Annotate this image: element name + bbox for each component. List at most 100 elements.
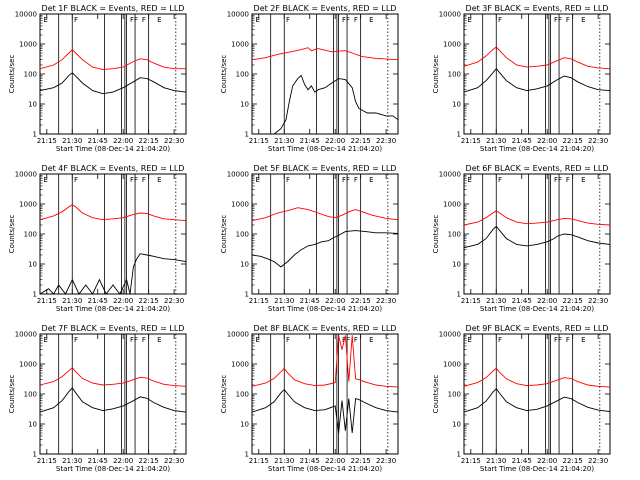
time-marker-label: F xyxy=(74,336,78,344)
y-tick-label: 10000 xyxy=(227,171,249,179)
y-tick-label: 10 xyxy=(452,261,461,269)
panel-title: Det 9F BLACK = Events, RED = LLD xyxy=(466,324,609,333)
x-axis-label: Start Time (08-Dec-14 21:04:20) xyxy=(480,305,594,313)
y-tick-label: 10 xyxy=(452,101,461,109)
panel-title: Det 5F BLACK = Events, RED = LLD xyxy=(254,164,397,173)
time-marker-label: F xyxy=(566,336,570,344)
y-tick-label: 1 xyxy=(457,291,461,299)
y-axis-label: Counts/sec xyxy=(220,215,228,254)
x-tick-label: 22:00 xyxy=(113,137,133,145)
time-marker-label: E xyxy=(369,16,373,24)
x-tick-label: 22:00 xyxy=(113,297,133,305)
x-tick-label: 22:00 xyxy=(325,297,345,305)
x-tick-label: 22:30 xyxy=(164,457,184,465)
time-marker-label: E xyxy=(369,176,373,184)
panel-title: Det 6F BLACK = Events, RED = LLD xyxy=(466,164,609,173)
x-tick-label: 21:15 xyxy=(37,297,57,305)
x-tick-label: 21:15 xyxy=(461,137,481,145)
y-tick-label: 1000 xyxy=(19,41,37,49)
panel-title: Det 8F BLACK = Events, RED = LLD xyxy=(254,324,397,333)
y-tick-label: 10000 xyxy=(15,171,37,179)
panel-title: Det 4F BLACK = Events, RED = LLD xyxy=(42,164,185,173)
panel-title: Det 7F BLACK = Events, RED = LLD xyxy=(42,324,185,333)
plot-frame xyxy=(39,173,187,295)
x-tick-label: 22:30 xyxy=(376,297,396,305)
x-tick-label: 22:30 xyxy=(588,457,608,465)
lld-series-line xyxy=(251,207,399,222)
x-axis-label: Start Time (08-Dec-14 21:04:20) xyxy=(268,305,382,313)
time-marker-label: E xyxy=(255,336,259,344)
y-axis-label: Counts/sec xyxy=(220,375,228,414)
x-axis-label: Start Time (08-Dec-14 21:04:20) xyxy=(480,465,594,473)
x-tick-label: 21:45 xyxy=(512,137,532,145)
x-tick-label: 22:30 xyxy=(588,297,608,305)
plot-frame xyxy=(251,173,399,295)
panel-title: Det 3F BLACK = Events, RED = LLD xyxy=(466,4,609,13)
y-tick-label: 100 xyxy=(24,71,37,79)
x-tick-label: 21:30 xyxy=(274,137,294,145)
y-tick-label: 1 xyxy=(33,451,37,459)
x-tick-label: 22:30 xyxy=(376,137,396,145)
x-tick-label: 21:30 xyxy=(486,297,506,305)
y-tick-label: 1 xyxy=(245,291,249,299)
plot-frame xyxy=(463,333,611,455)
panel-det-2: Det 2F BLACK = Events, RED = LLD 1 10 100 10… xyxy=(220,4,399,153)
x-tick-label: 22:30 xyxy=(376,457,396,465)
events-series-line xyxy=(273,74,399,135)
panel-title: Det 1F BLACK = Events, RED = LLD xyxy=(42,4,185,13)
y-axis-label: Counts/sec xyxy=(432,375,440,414)
time-marker-label: FF xyxy=(554,176,562,184)
x-tick-label: 22:00 xyxy=(113,457,133,465)
y-tick-label: 1 xyxy=(457,131,461,139)
x-tick-label: 21:30 xyxy=(62,457,82,465)
x-tick-label: 21:45 xyxy=(88,137,108,145)
lld-series-line xyxy=(39,367,187,387)
x-tick-label: 22:30 xyxy=(164,137,184,145)
y-tick-label: 1000 xyxy=(231,41,249,49)
x-tick-label: 22:15 xyxy=(139,457,159,465)
panel-det-9: Det 9F BLACK = Events, RED = LLD 1 10 100 10… xyxy=(432,324,611,473)
y-tick-label: 10 xyxy=(240,261,249,269)
y-tick-label: 10 xyxy=(240,421,249,429)
y-tick-label: 1 xyxy=(33,131,37,139)
time-marker-label: E xyxy=(467,336,471,344)
time-marker-label: FF xyxy=(342,16,350,24)
time-marker-label: F xyxy=(286,16,290,24)
x-tick-label: 21:30 xyxy=(62,297,82,305)
x-tick-label: 22:00 xyxy=(537,137,557,145)
y-axis-label: Counts/sec xyxy=(432,215,440,254)
x-tick-label: 22:15 xyxy=(139,137,159,145)
time-marker-label: E xyxy=(467,176,471,184)
time-marker-label: E xyxy=(43,176,47,184)
x-tick-label: 21:15 xyxy=(461,297,481,305)
time-marker-label: F xyxy=(354,16,358,24)
events-series-line xyxy=(39,387,187,413)
time-marker-label: E xyxy=(157,16,161,24)
y-tick-label: 100 xyxy=(448,391,461,399)
x-tick-label: 22:00 xyxy=(325,457,345,465)
panel-det-3: Det 3F BLACK = Events, RED = LLD 1 10 100 10… xyxy=(432,4,611,153)
x-tick-label: 22:00 xyxy=(325,137,345,145)
y-tick-label: 10 xyxy=(28,261,37,269)
time-marker-label: F xyxy=(566,16,570,24)
time-marker-label: FF xyxy=(130,336,138,344)
x-tick-label: 21:45 xyxy=(512,297,532,305)
time-marker-label: E xyxy=(369,336,373,344)
y-tick-label: 100 xyxy=(236,71,249,79)
y-tick-label: 10 xyxy=(28,101,37,109)
plot-frame xyxy=(39,333,187,455)
time-marker-label: E xyxy=(43,336,47,344)
x-tick-label: 21:45 xyxy=(88,297,108,305)
x-tick-label: 21:30 xyxy=(274,297,294,305)
x-tick-label: 22:30 xyxy=(164,297,184,305)
y-tick-label: 1000 xyxy=(231,201,249,209)
time-marker-label: E xyxy=(157,336,161,344)
y-axis-label: Counts/sec xyxy=(220,55,228,94)
panel-det-1: Det 1F BLACK = Events, RED = LLD 1 10 100 10… xyxy=(8,4,187,153)
y-tick-label: 1 xyxy=(245,131,249,139)
events-series-line xyxy=(39,253,187,295)
time-marker-label: FF xyxy=(130,16,138,24)
x-tick-label: 21:45 xyxy=(88,457,108,465)
x-tick-label: 22:00 xyxy=(537,297,557,305)
